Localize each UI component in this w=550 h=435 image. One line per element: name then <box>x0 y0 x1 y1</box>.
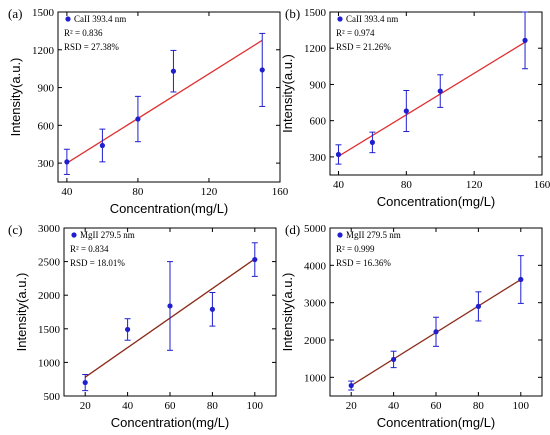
data-point <box>170 68 177 74</box>
y-tick-label: 4000 <box>304 260 327 272</box>
y-tick-label: 3000 <box>304 298 327 310</box>
y-tick-label: 1000 <box>38 357 61 369</box>
x-tick-label: 60 <box>431 400 443 412</box>
data-point <box>209 306 215 312</box>
panel-c: 20 40 60 80 100 500 1000 1500 2000 2500 3000 Concen… <box>8 222 277 430</box>
y-tick-label: 600 <box>38 120 55 132</box>
y-tick-label: 2000 <box>38 290 61 302</box>
data-point <box>125 326 131 333</box>
y-tick-label: 1500 <box>32 7 55 19</box>
data-point <box>252 256 258 263</box>
y-tick-label: 2500 <box>38 257 61 269</box>
data-point <box>518 276 524 283</box>
y-tick-label: 600 <box>310 116 327 128</box>
data-point <box>259 67 265 73</box>
data-point <box>82 379 88 386</box>
y-tick-label: 300 <box>38 158 55 170</box>
y-axis-label: Intensity(a.u.) <box>280 54 295 133</box>
y-tick-label: 3000 <box>38 223 61 235</box>
data-point <box>64 159 70 165</box>
legend-label: CaII 393.4 nm <box>346 14 398 24</box>
data-point <box>475 303 481 309</box>
y-tick-label: 1500 <box>38 324 61 336</box>
legend-marker <box>71 232 77 238</box>
r-squared-label: R² = 0.974 <box>336 28 375 38</box>
x-tick-label: 80 <box>132 186 144 198</box>
y-axis-label: Intensity(a.u.) <box>14 273 29 352</box>
y-tick-label: 900 <box>38 83 55 95</box>
x-tick-label: 100 <box>513 400 530 412</box>
rsd-label: RSD = 18.01% <box>70 258 125 268</box>
x-tick-label: 40 <box>333 179 345 191</box>
legend-label: MgII 279.5 nm <box>346 230 401 240</box>
r-squared-label: R² = 0.999 <box>336 244 375 254</box>
rsd-label: RSD = 21.26% <box>336 42 391 52</box>
y-tick-label: 1500 <box>304 7 327 19</box>
data-point <box>437 88 443 94</box>
panel-a: 40 80 120 160 300 600 900 1200 1500 Concentration… <box>8 6 289 216</box>
x-tick-label: 60 <box>165 400 177 412</box>
x-tick-label: 160 <box>272 186 289 198</box>
data-point <box>369 139 375 145</box>
legend-marker <box>337 232 343 238</box>
x-tick-label: 40 <box>61 186 73 198</box>
legend-marker <box>65 16 71 22</box>
y-axis-label: Intensity(a.u.) <box>8 58 23 137</box>
data-point <box>391 356 397 363</box>
data-point <box>403 108 409 114</box>
data-point <box>335 151 342 158</box>
y-tick-label: 1200 <box>32 45 55 57</box>
panel-d: 20 40 60 80 100 1000 2000 3000 4000 5000 Concentra… <box>280 222 543 430</box>
x-tick-label: 40 <box>122 400 134 412</box>
panel-tag: (d) <box>285 222 300 237</box>
panel-tag: (a) <box>8 6 22 21</box>
rsd-label: RSD = 27.38% <box>64 42 119 52</box>
r-squared-label: R² = 0.834 <box>70 244 109 254</box>
r-squared-label: R² = 0.836 <box>64 28 103 38</box>
data-point <box>99 142 105 149</box>
data-point <box>167 303 173 309</box>
panel-b: 40 80 120 160 300 600 900 1200 1500 Concentration… <box>280 6 550 209</box>
y-axis-label: Intensity(a.u.) <box>280 273 295 352</box>
x-tick-label: 40 <box>388 400 400 412</box>
x-tick-label: 100 <box>247 400 264 412</box>
data-point <box>433 329 439 335</box>
x-tick-label: 80 <box>473 400 485 412</box>
data-point <box>135 116 141 122</box>
panel-tag: (b) <box>285 6 300 21</box>
x-tick-label: 80 <box>401 179 413 191</box>
x-tick-label: 20 <box>80 400 92 412</box>
legend-label: MgII 279.5 nm <box>80 230 135 240</box>
x-tick-label: 120 <box>201 186 218 198</box>
x-tick-label: 160 <box>534 179 550 191</box>
y-tick-label: 1000 <box>304 372 327 384</box>
data-point <box>348 382 354 389</box>
x-axis-label: Concentration(mg/L) <box>377 194 496 209</box>
y-tick-label: 300 <box>310 152 327 164</box>
x-axis-label: Concentration(mg/L) <box>377 415 496 430</box>
legend-marker <box>337 16 343 22</box>
plot-frame <box>57 11 281 183</box>
fit-line <box>338 41 526 157</box>
x-tick-label: 120 <box>466 179 483 191</box>
rsd-label: RSD = 16.36% <box>336 258 391 268</box>
legend-label: CaII 393.4 nm <box>74 14 126 24</box>
plot-frame <box>329 11 543 176</box>
fit-line <box>66 39 263 164</box>
x-axis-label: Concentration(mg/L) <box>110 201 229 216</box>
y-tick-label: 2000 <box>304 335 327 347</box>
panel-tag: (c) <box>8 222 22 237</box>
y-tick-label: 900 <box>310 79 327 91</box>
y-tick-label: 5000 <box>304 223 327 235</box>
x-axis-label: Concentration(mg/L) <box>111 415 230 430</box>
y-tick-label: 1200 <box>304 43 327 55</box>
data-point <box>522 37 528 43</box>
x-tick-label: 20 <box>346 400 358 412</box>
y-tick-label: 500 <box>44 391 61 403</box>
x-tick-label: 80 <box>207 400 219 412</box>
